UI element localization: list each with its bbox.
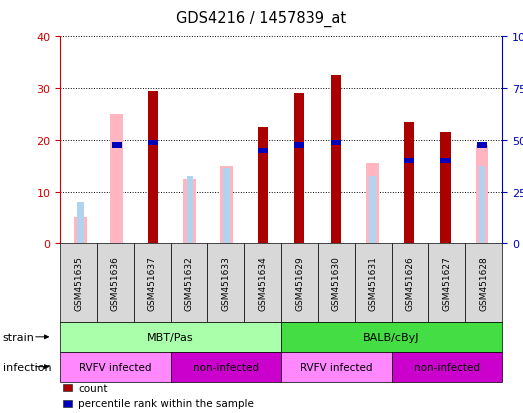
Bar (369, 177, 376, 244)
Text: infection: infection (3, 362, 51, 372)
Text: percentile rank within the sample: percentile rank within the sample (78, 399, 254, 408)
Text: GSM451633: GSM451633 (221, 256, 230, 310)
Bar (110, 115, 123, 244)
Text: GSM451634: GSM451634 (258, 256, 267, 310)
Bar (479, 166, 485, 244)
Text: GSM451629: GSM451629 (295, 256, 304, 310)
Text: GSM451630: GSM451630 (332, 256, 341, 310)
Text: non-infected: non-infected (414, 362, 480, 372)
Text: GSM451637: GSM451637 (147, 256, 157, 310)
Text: strain: strain (3, 332, 35, 342)
Bar (440, 159, 451, 164)
Bar (404, 122, 414, 244)
Text: BALB/cByJ: BALB/cByJ (363, 332, 420, 342)
Text: GSM451631: GSM451631 (369, 256, 378, 310)
Bar (477, 143, 487, 148)
Bar (258, 128, 268, 244)
Text: GSM451627: GSM451627 (442, 256, 451, 310)
Bar (223, 169, 230, 244)
Bar (331, 140, 341, 146)
Bar (148, 91, 158, 244)
Text: GSM451626: GSM451626 (405, 256, 415, 310)
Text: GDS4216 / 1457839_at: GDS4216 / 1457839_at (176, 10, 347, 26)
Bar (148, 140, 158, 146)
Text: GSM451635: GSM451635 (74, 256, 83, 310)
Bar (440, 133, 451, 244)
Bar (111, 143, 122, 148)
Text: MBT/Pas: MBT/Pas (147, 332, 194, 342)
Bar (220, 166, 233, 244)
Text: GSM451632: GSM451632 (185, 256, 194, 310)
Bar (74, 218, 87, 244)
Bar (404, 159, 414, 164)
Bar (187, 177, 193, 244)
Bar (331, 76, 341, 244)
Bar (258, 148, 268, 153)
Bar (294, 94, 304, 244)
Text: RVFV infected: RVFV infected (79, 362, 152, 372)
Text: GSM451636: GSM451636 (111, 256, 120, 310)
Bar (294, 143, 304, 148)
Bar (184, 179, 196, 244)
Text: non-infected: non-infected (193, 362, 259, 372)
Bar (366, 164, 379, 244)
Text: GSM451628: GSM451628 (479, 256, 488, 310)
Bar (475, 146, 488, 244)
Text: count: count (78, 383, 108, 393)
Bar (77, 202, 84, 244)
Text: RVFV infected: RVFV infected (300, 362, 372, 372)
